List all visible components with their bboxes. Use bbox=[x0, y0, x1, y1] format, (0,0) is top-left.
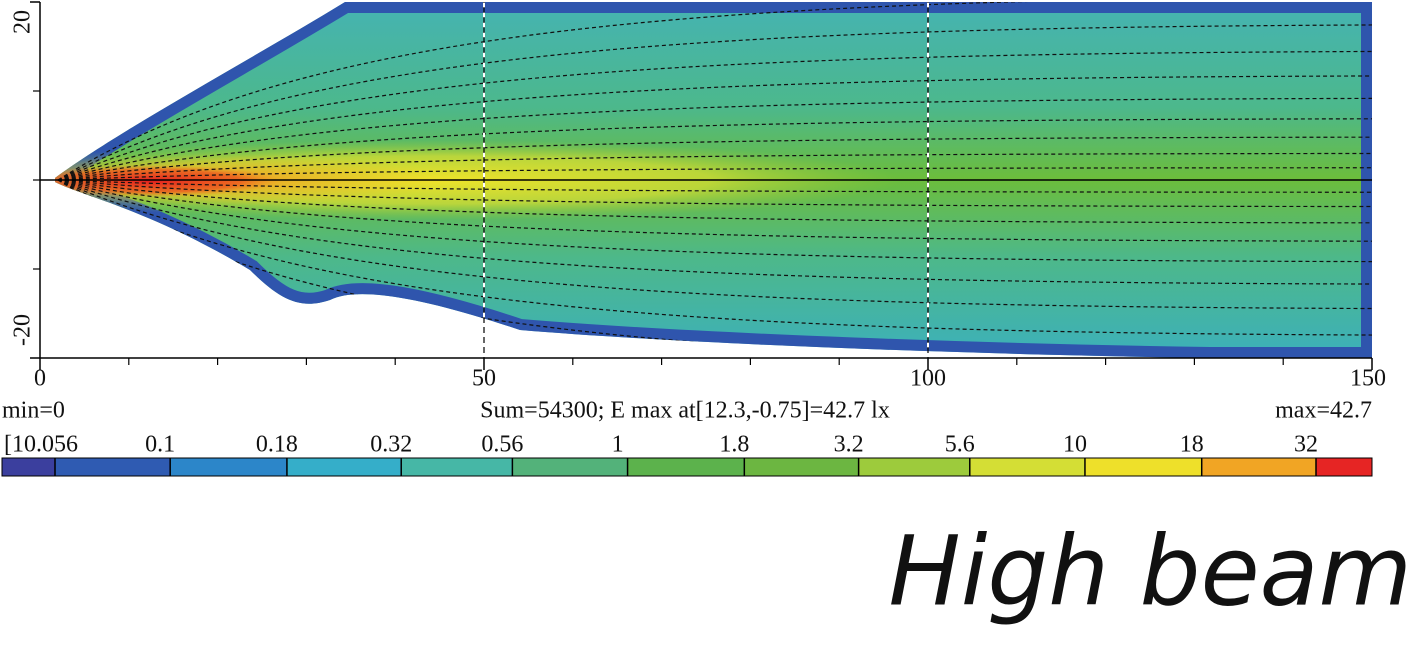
contour-line bbox=[57, 167, 1372, 181]
colorbar-segment bbox=[401, 458, 513, 476]
colorbar-label: 0.1 bbox=[145, 432, 175, 458]
colorbar-label: 5.6 bbox=[945, 432, 975, 458]
beam-pattern bbox=[55, 2, 1372, 358]
max-label: max=42.7 bbox=[1275, 398, 1372, 424]
colorbar-label: [10.056 bbox=[4, 432, 78, 458]
contour-line bbox=[57, 179, 1372, 193]
colorbar-segment bbox=[1084, 458, 1202, 476]
x-tick-label: 150 bbox=[1350, 366, 1386, 392]
contour-line bbox=[57, 75, 1372, 181]
contour-line bbox=[57, 50, 1372, 181]
colorbar-label: 0.32 bbox=[370, 432, 412, 458]
colorbar-label: 0.56 bbox=[481, 432, 523, 458]
colorbar-label: 1 bbox=[612, 432, 624, 458]
colorbar-frame bbox=[1, 457, 1373, 477]
colorbar-segment bbox=[170, 458, 287, 476]
contour-line bbox=[57, 179, 1372, 242]
contours bbox=[57, 2, 1372, 358]
summary-label: Sum=54300; E max at[12.3,-0.75]=42.7 lx bbox=[480, 398, 890, 424]
x-tick-label: 0 bbox=[34, 366, 46, 392]
contour-line bbox=[57, 179, 1372, 310]
colorbar-label: 10 bbox=[1063, 432, 1087, 458]
contour-line bbox=[57, 2, 1372, 181]
y-tick-label: -20 bbox=[10, 314, 36, 346]
contour-line bbox=[57, 179, 1372, 285]
colorbar-segment bbox=[627, 458, 745, 476]
contour-line bbox=[57, 179, 1372, 336]
contour-line bbox=[57, 152, 1372, 181]
contour-line bbox=[57, 97, 1372, 181]
colorbar-segment bbox=[286, 458, 402, 476]
colorbar-label: 32 bbox=[1294, 432, 1318, 458]
contour-line bbox=[57, 179, 1372, 208]
colorbar-segment bbox=[512, 458, 628, 476]
colorbar-segment bbox=[858, 458, 970, 476]
contour-line bbox=[57, 179, 1372, 263]
contour-line bbox=[57, 24, 1372, 181]
colorbar-segment bbox=[1201, 458, 1316, 476]
colorbar-label: 0.18 bbox=[256, 432, 298, 458]
colorbar-label: 3.2 bbox=[834, 432, 864, 458]
colorbar-label: 1.8 bbox=[719, 432, 749, 458]
colorbar-segment bbox=[1316, 458, 1372, 476]
caption: High beam bbox=[889, 515, 1413, 627]
colorbar-segment bbox=[55, 458, 171, 476]
x-tick-label: 50 bbox=[472, 366, 496, 392]
contour-line bbox=[57, 179, 1372, 224]
colorbar-segment bbox=[744, 458, 859, 476]
colorbar-segment bbox=[969, 458, 1085, 476]
min-label: min=0 bbox=[2, 398, 65, 424]
y-tick-label: 20 bbox=[10, 10, 36, 34]
colorbar-segment bbox=[2, 458, 55, 476]
contour-line bbox=[57, 118, 1372, 181]
colorbar-label: 18 bbox=[1180, 432, 1204, 458]
x-tick-label: 100 bbox=[910, 366, 946, 392]
contour-line bbox=[57, 136, 1372, 181]
